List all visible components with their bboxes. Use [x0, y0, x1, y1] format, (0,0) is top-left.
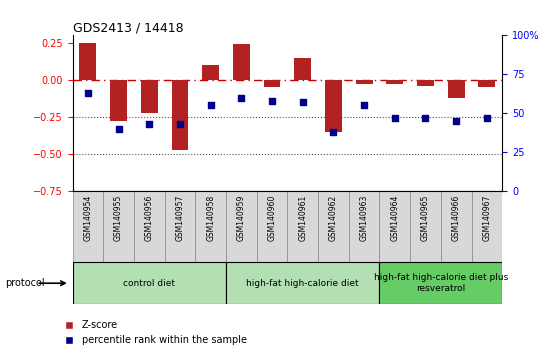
Bar [472, 191, 502, 262]
Bar [410, 191, 441, 262]
Bar [448, 80, 465, 98]
Bar [103, 191, 134, 262]
Bar [73, 191, 103, 262]
Bar [110, 80, 127, 121]
Text: GSM140955: GSM140955 [114, 195, 123, 241]
Text: GSM140960: GSM140960 [267, 195, 277, 241]
Bar [226, 191, 257, 262]
Point [421, 115, 430, 121]
Bar [233, 44, 250, 80]
Point [298, 99, 307, 105]
Text: GSM140964: GSM140964 [390, 195, 400, 241]
Point [84, 90, 93, 96]
Bar [73, 262, 226, 304]
Text: GSM140959: GSM140959 [237, 195, 246, 241]
Bar [195, 191, 226, 262]
Text: GSM140958: GSM140958 [206, 195, 215, 241]
Bar [263, 80, 281, 87]
Bar [318, 191, 349, 262]
Bar [226, 262, 379, 304]
Text: GSM140954: GSM140954 [83, 195, 93, 241]
Text: protocol: protocol [6, 278, 45, 288]
Bar [171, 80, 189, 150]
Bar [478, 80, 496, 87]
Bar [325, 80, 342, 132]
Point [114, 126, 123, 132]
Legend: Z-score, percentile rank within the sample: Z-score, percentile rank within the samp… [61, 316, 251, 349]
Bar [349, 191, 379, 262]
Text: GSM140956: GSM140956 [145, 195, 154, 241]
Bar [79, 43, 97, 80]
Point [145, 121, 153, 127]
Text: high-fat high-calorie diet: high-fat high-calorie diet [247, 279, 359, 288]
Point [390, 115, 399, 121]
Bar [417, 80, 434, 86]
Point [359, 103, 368, 108]
Text: GSM140961: GSM140961 [298, 195, 307, 241]
Bar [379, 262, 502, 304]
Point [329, 129, 338, 135]
Point [237, 95, 246, 101]
Text: GSM140963: GSM140963 [359, 195, 369, 241]
Bar [287, 191, 318, 262]
Text: GSM140966: GSM140966 [451, 195, 461, 241]
Text: GSM140962: GSM140962 [329, 195, 338, 241]
Text: GSM140965: GSM140965 [421, 195, 430, 241]
Text: GDS2413 / 14418: GDS2413 / 14418 [73, 21, 183, 34]
Bar [386, 80, 403, 84]
Point [175, 121, 184, 127]
Point [482, 115, 491, 121]
Point [206, 103, 215, 108]
Bar [165, 191, 195, 262]
Text: GSM140957: GSM140957 [175, 195, 185, 241]
Text: control diet: control diet [123, 279, 175, 288]
Bar [294, 58, 311, 80]
Point [267, 98, 276, 104]
Bar [355, 80, 373, 84]
Bar [379, 191, 410, 262]
Text: GSM140967: GSM140967 [482, 195, 492, 241]
Point [451, 118, 460, 124]
Bar [141, 80, 158, 113]
Bar [257, 191, 287, 262]
Bar [134, 191, 165, 262]
Text: high-fat high-calorie diet plus
resveratrol: high-fat high-calorie diet plus resverat… [374, 274, 508, 293]
Bar [202, 65, 219, 80]
Bar [441, 191, 472, 262]
